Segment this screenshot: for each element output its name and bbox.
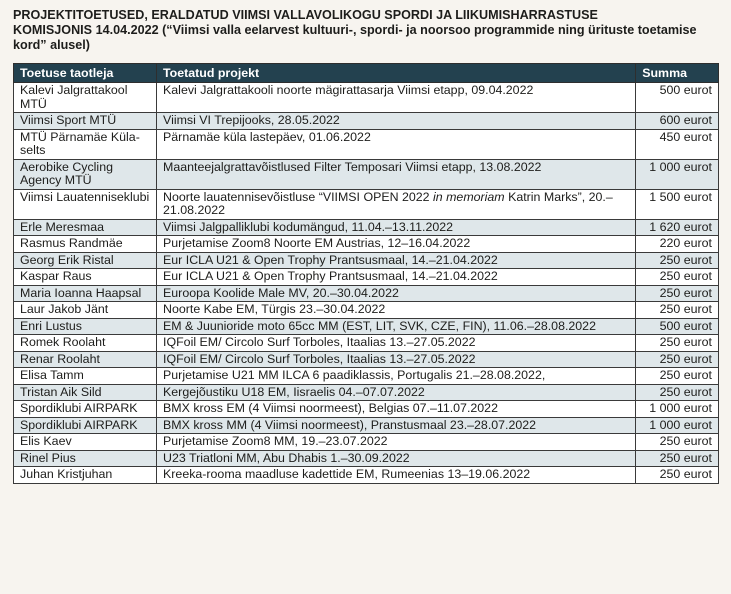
- header-applicant: Toetuse taotleja: [12, 63, 158, 83]
- cell-sum: 1 000 eurot: [635, 158, 719, 190]
- cell-sum: 250 eurot: [635, 449, 719, 467]
- header-sum: Summa: [635, 63, 719, 83]
- table-row: Laur Jakob Jänt Noorte Kabe EM, Türgis 23…: [12, 301, 719, 319]
- cell-project: IQFoil EM/ Circolo Surf Torboles, Itaali…: [156, 350, 637, 368]
- table-row: Erle Meresmaa Viimsi Jalgpalliklubi kodum…: [12, 218, 719, 236]
- table-row: Romek Roolaht IQFoil EM/ Circolo Surf Tor…: [12, 334, 719, 352]
- cell-project: Eur ICLA U21 & Open Trophy Prantsusmaal,…: [156, 251, 637, 269]
- header-project: Toetatud projekt: [156, 63, 637, 83]
- cell-applicant: Georg Erik Ristal: [12, 251, 158, 269]
- cell-project: Noorte Kabe EM, Türgis 23.–30.04.2022: [156, 301, 637, 319]
- cell-project: BMX kross EM (4 Viimsi noormeest), Belgi…: [156, 400, 637, 418]
- cell-project: Kergejõustiku U18 EM, Iisraelis 04.–07.0…: [156, 383, 637, 401]
- cell-applicant: Enri Lustus: [12, 317, 158, 335]
- table-row: Maria Ioanna Haapsal Euroopa Koolide Male…: [12, 284, 719, 302]
- table-row: Tristan Aik Sild Kergejõustiku U18 EM, Ii…: [12, 383, 719, 401]
- cell-sum: 220 eurot: [635, 235, 719, 253]
- cell-project: IQFoil EM/ Circolo Surf Torboles, Itaali…: [156, 334, 637, 352]
- project-text: Katrin Marks”, 20.–21.08.2022: [163, 189, 613, 217]
- cell-project: Viimsi Jalgpalliklubi kodumängud, 11.04.…: [156, 218, 637, 236]
- cell-sum: 250 eurot: [635, 284, 719, 302]
- cell-applicant: MTÜ Pärnamäe Küla­selts: [12, 128, 158, 160]
- project-emphasis: in memoriam: [433, 189, 505, 204]
- cell-applicant: Laur Jakob Jänt: [12, 301, 158, 319]
- cell-applicant: Viimsi Lauatenniseklubi: [12, 188, 158, 220]
- cell-project: Noorte lauatennisevõistluse “VIIMSI OPEN…: [156, 188, 637, 220]
- project-text: Noorte lauatennisevõistluse “VIIMSI OPEN…: [163, 189, 434, 204]
- cell-applicant: Erle Meresmaa: [12, 218, 158, 236]
- cell-project: Kalevi Jalgrattakooli noorte mägirattasa…: [156, 82, 637, 113]
- table-row: Juhan Kristjuhan Kreeka-rooma maadluse ka…: [12, 466, 719, 484]
- cell-sum: 1 620 eurot: [635, 218, 719, 236]
- cell-sum: 250 eurot: [635, 367, 719, 385]
- cell-project: Purjetamise Zoom8 Noorte EM Austrias, 12…: [156, 235, 637, 253]
- cell-project: Purjetamise Zoom8 MM, 19.–23.07.2022: [156, 433, 637, 451]
- cell-sum: 250 eurot: [635, 268, 719, 286]
- cell-sum: 250 eurot: [635, 383, 719, 401]
- table-row: Rasmus Randmäe Purjetamise Zoom8 Noorte E…: [12, 235, 719, 253]
- heading-line2-rest: (“Viimsi valla eelarvest kultuuri-, spor…: [13, 23, 697, 52]
- table-row: Elisa Tamm Purjetamise U21 MM ILCA 6 paad…: [12, 367, 719, 385]
- table-row: Renar Roolaht IQFoil EM/ Circolo Surf Tor…: [12, 350, 719, 368]
- cell-applicant: Aerobike Cycling Agency MTÜ: [12, 158, 158, 190]
- cell-sum: 500 eurot: [635, 82, 719, 113]
- heading-line2-bold: KOMISJONIS 14.04.2022: [13, 23, 159, 37]
- cell-applicant: Elisa Tamm: [12, 367, 158, 385]
- cell-applicant: Viimsi Sport MTÜ: [12, 112, 158, 130]
- table-row: Elis Kaev Purjetamise Zoom8 MM, 19.–23.07…: [12, 433, 719, 451]
- cell-sum: 250 eurot: [635, 334, 719, 352]
- cell-sum: 250 eurot: [635, 251, 719, 269]
- cell-sum: 450 eurot: [635, 128, 719, 160]
- cell-applicant: Rinel Pius: [12, 449, 158, 467]
- table-row: Rinel Pius U23 Triatloni MM, Abu Dhabis 1…: [12, 449, 719, 467]
- table-header-row: Toetuse taotleja Toetatud projekt Summa: [12, 63, 719, 83]
- table-row: Spordiklubi AIRPARK BMX kross MM (4 Viims…: [12, 416, 719, 434]
- cell-applicant: Renar Roolaht: [12, 350, 158, 368]
- table-body: Kalevi Jalgrattakool MTÜ Kalevi Jalgratta…: [12, 82, 719, 484]
- cell-sum: 600 eurot: [635, 112, 719, 130]
- cell-sum: 250 eurot: [635, 350, 719, 368]
- cell-project: EM & Juunioride moto 65cc MM (EST, LIT, …: [156, 317, 637, 335]
- cell-project: Eur ICLA U21 & Open Trophy Prantsusmaal,…: [156, 268, 637, 286]
- cell-sum: 250 eurot: [635, 433, 719, 451]
- grants-table: Toetuse taotleja Toetatud projekt Summa …: [12, 63, 719, 484]
- cell-sum: 1 000 eurot: [635, 416, 719, 434]
- cell-project: U23 Triatloni MM, Abu Dhabis 1.–30.09.20…: [156, 449, 637, 467]
- heading-line1: PROJEKTITOETUSED, ERALDATUD VIIMSI VALLA…: [13, 8, 598, 22]
- cell-sum: 1 500 eurot: [635, 188, 719, 220]
- table-row: Viimsi Lauatenniseklubi Noorte lauatennis…: [12, 188, 719, 220]
- cell-applicant: Rasmus Randmäe: [12, 235, 158, 253]
- table-row: Viimsi Sport MTÜ Viimsi VI Trepijooks, 28…: [12, 112, 719, 130]
- table-row: Kalevi Jalgrattakool MTÜ Kalevi Jalgratta…: [12, 82, 719, 113]
- cell-project: Viimsi VI Trepijooks, 28.05.2022: [156, 112, 637, 130]
- cell-applicant: Kaspar Raus: [12, 268, 158, 286]
- table-row: MTÜ Pärnamäe Küla­selts Pärnamäe küla las…: [12, 128, 719, 160]
- cell-applicant: Maria Ioanna Haapsal: [12, 284, 158, 302]
- cell-project: Purjetamise U21 MM ILCA 6 paadiklassis, …: [156, 367, 637, 385]
- document-heading: PROJEKTITOETUSED, ERALDATUD VIIMSI VALLA…: [13, 8, 725, 53]
- cell-project: BMX kross MM (4 Viimsi noormeest), Prans…: [156, 416, 637, 434]
- table-row: Georg Erik Ristal Eur ICLA U21 & Open Tro…: [12, 251, 719, 269]
- cell-project: Euroopa Koolide Male MV, 20.–30.04.2022: [156, 284, 637, 302]
- cell-project: Kreeka-rooma maadluse kadettide EM, Rume…: [156, 466, 637, 484]
- cell-applicant: Elis Kaev: [12, 433, 158, 451]
- cell-applicant: Juhan Kristjuhan: [12, 466, 158, 484]
- cell-applicant: Spordiklubi AIRPARK: [12, 400, 158, 418]
- cell-sum: 250 eurot: [635, 301, 719, 319]
- cell-applicant: Spordiklubi AIRPARK: [12, 416, 158, 434]
- table-row: Aerobike Cycling Agency MTÜ Maanteejalgra…: [12, 158, 719, 190]
- table-row: Kaspar Raus Eur ICLA U21 & Open Trophy Pr…: [12, 268, 719, 286]
- cell-sum: 500 eurot: [635, 317, 719, 335]
- cell-project: Maanteejalgrattavõistlused Filter Tempos…: [156, 158, 637, 190]
- table-row: Enri Lustus EM & Juunioride moto 65cc MM …: [12, 317, 719, 335]
- cell-applicant: Romek Roolaht: [12, 334, 158, 352]
- cell-project: Pärnamäe küla lastepäev, 01.06.2022: [156, 128, 637, 160]
- cell-applicant: Kalevi Jalgrattakool MTÜ: [12, 82, 158, 113]
- cell-sum: 1 000 eurot: [635, 400, 719, 418]
- cell-sum: 250 eurot: [635, 466, 719, 484]
- cell-applicant: Tristan Aik Sild: [12, 383, 158, 401]
- table-row: Spordiklubi AIRPARK BMX kross EM (4 Viims…: [12, 400, 719, 418]
